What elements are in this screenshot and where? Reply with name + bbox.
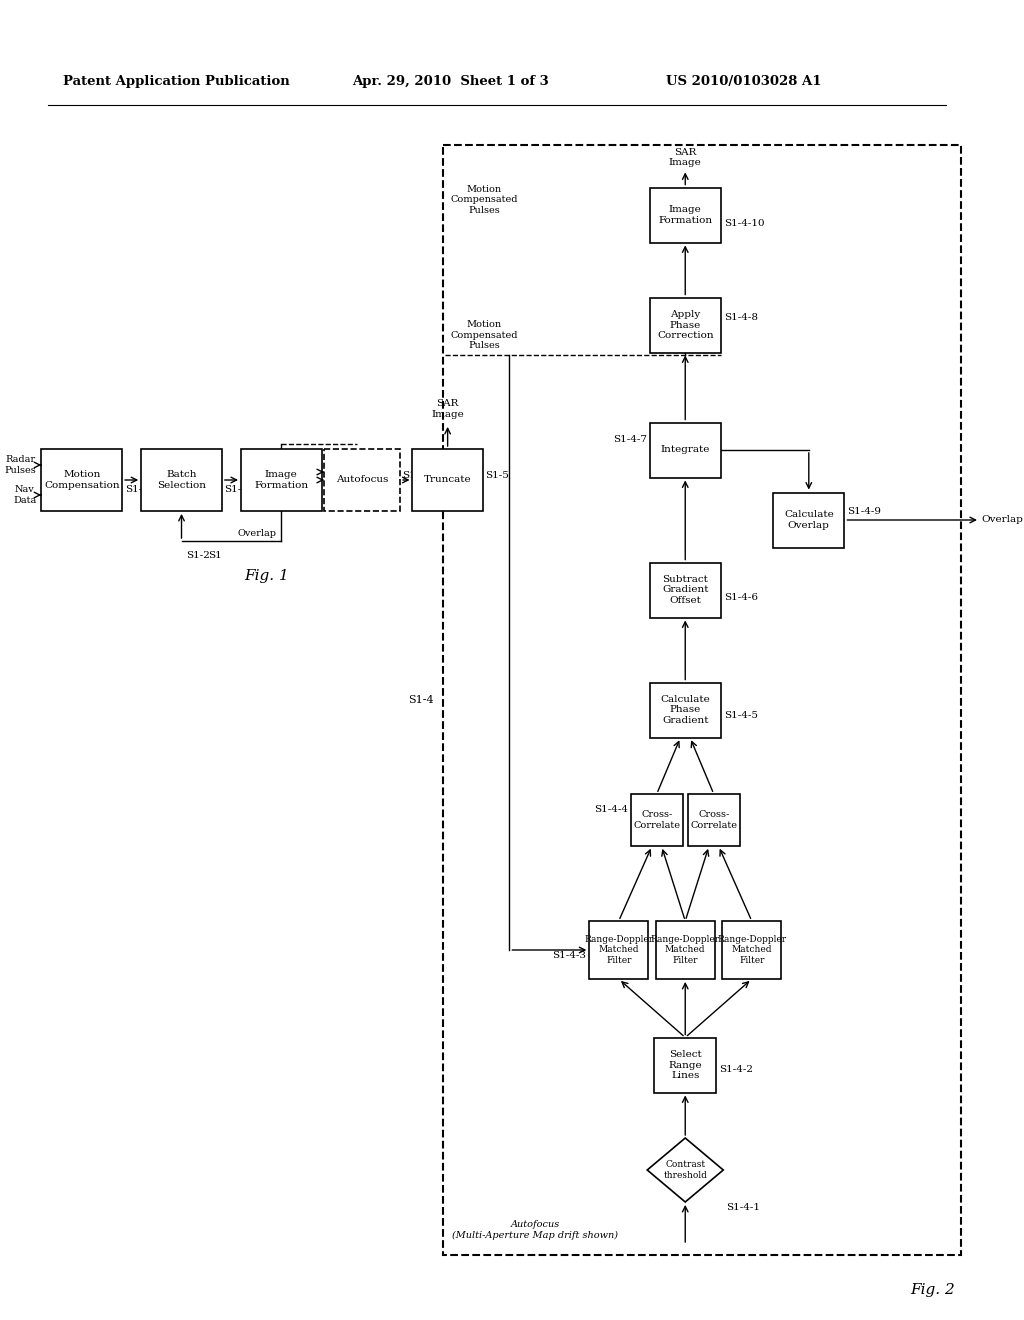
Text: Cross-
Correlate: Cross- Correlate	[690, 810, 737, 830]
Text: S1-1: S1-1	[125, 486, 148, 495]
Text: S1-4-6: S1-4-6	[724, 594, 758, 602]
Bar	[649, 297, 721, 352]
Text: Image
Formation: Image Formation	[254, 470, 308, 490]
Text: Autofocus: Autofocus	[336, 475, 388, 484]
Bar	[589, 921, 648, 979]
Text: Autofocus
(Multi-Aperture Map drift shown): Autofocus (Multi-Aperture Map drift show…	[453, 1220, 618, 1239]
Text: S1-4-10: S1-4-10	[724, 219, 764, 227]
Text: Contrast
threshold: Contrast threshold	[664, 1160, 708, 1180]
Bar	[688, 795, 740, 846]
Text: Calculate
Overlap: Calculate Overlap	[784, 511, 834, 529]
Text: S1-4-5: S1-4-5	[724, 710, 758, 719]
Bar	[324, 449, 400, 511]
Bar	[412, 449, 483, 511]
Text: S1-4-9: S1-4-9	[847, 507, 882, 516]
Text: S1-4-1: S1-4-1	[726, 1203, 760, 1212]
Text: S1-2: S1-2	[224, 486, 248, 495]
Text: Select
Range
Lines: Select Range Lines	[669, 1051, 702, 1080]
Text: Fig. 2: Fig. 2	[910, 1283, 954, 1298]
Bar	[773, 492, 845, 548]
Bar	[41, 449, 122, 511]
Text: SAR
Image: SAR Image	[431, 399, 464, 418]
Text: Calculate
Phase
Gradient: Calculate Phase Gradient	[660, 696, 710, 725]
Polygon shape	[647, 1138, 723, 1203]
Text: S1-4-3: S1-4-3	[552, 950, 587, 960]
Text: Motion
Compensated
Pulses: Motion Compensated Pulses	[451, 321, 518, 350]
Text: SAR
Image: SAR Image	[669, 148, 701, 168]
Text: S1: S1	[208, 552, 222, 561]
Text: Motion
Compensated
Pulses: Motion Compensated Pulses	[451, 185, 518, 215]
Text: S1-4-7: S1-4-7	[612, 436, 647, 445]
Bar	[241, 449, 322, 511]
Text: Apply
Phase
Correction: Apply Phase Correction	[657, 310, 714, 339]
Bar	[649, 422, 721, 478]
Text: S1-4-4: S1-4-4	[594, 805, 628, 814]
Text: S1-4: S1-4	[402, 470, 426, 479]
Bar	[141, 449, 222, 511]
Bar	[654, 1038, 716, 1093]
Bar	[631, 795, 683, 846]
Text: Apr. 29, 2010  Sheet 1 of 3: Apr. 29, 2010 Sheet 1 of 3	[352, 75, 549, 88]
Text: Radar
Pulses: Radar Pulses	[5, 455, 37, 475]
Text: S1-4-2: S1-4-2	[719, 1065, 753, 1074]
Text: S1-4-8: S1-4-8	[724, 313, 758, 322]
Text: Truncate: Truncate	[424, 475, 471, 484]
Text: Image
Formation: Image Formation	[658, 206, 713, 224]
Text: Patent Application Publication: Patent Application Publication	[62, 75, 290, 88]
Bar	[649, 682, 721, 738]
Text: Integrate: Integrate	[660, 446, 710, 454]
Text: Batch
Selection: Batch Selection	[157, 470, 206, 490]
Text: Range-Doppler
Matched
Filter: Range-Doppler Matched Filter	[584, 935, 653, 965]
Text: S1-2: S1-2	[186, 552, 210, 561]
Text: Nav
Data: Nav Data	[13, 486, 37, 504]
Text: Fig. 1: Fig. 1	[245, 569, 290, 583]
Text: S1-3: S1-3	[324, 480, 347, 490]
Text: Motion
Compensation: Motion Compensation	[44, 470, 120, 490]
Text: Range-Doppler
Matched
Filter: Range-Doppler Matched Filter	[650, 935, 720, 965]
Bar	[443, 145, 961, 1255]
Text: Cross-
Correlate: Cross- Correlate	[633, 810, 680, 830]
Bar	[655, 921, 715, 979]
Text: Subtract
Gradient
Offset: Subtract Gradient Offset	[662, 576, 709, 605]
Bar	[649, 562, 721, 618]
Text: US 2010/0103028 A1: US 2010/0103028 A1	[667, 75, 821, 88]
Text: S1-4: S1-4	[408, 696, 433, 705]
Text: Overlap: Overlap	[982, 516, 1024, 524]
Text: Overlap: Overlap	[238, 528, 276, 537]
Bar	[722, 921, 781, 979]
Text: Range-Doppler
Matched
Filter: Range-Doppler Matched Filter	[717, 935, 786, 965]
Bar	[649, 187, 721, 243]
Text: S1-5: S1-5	[484, 470, 509, 479]
